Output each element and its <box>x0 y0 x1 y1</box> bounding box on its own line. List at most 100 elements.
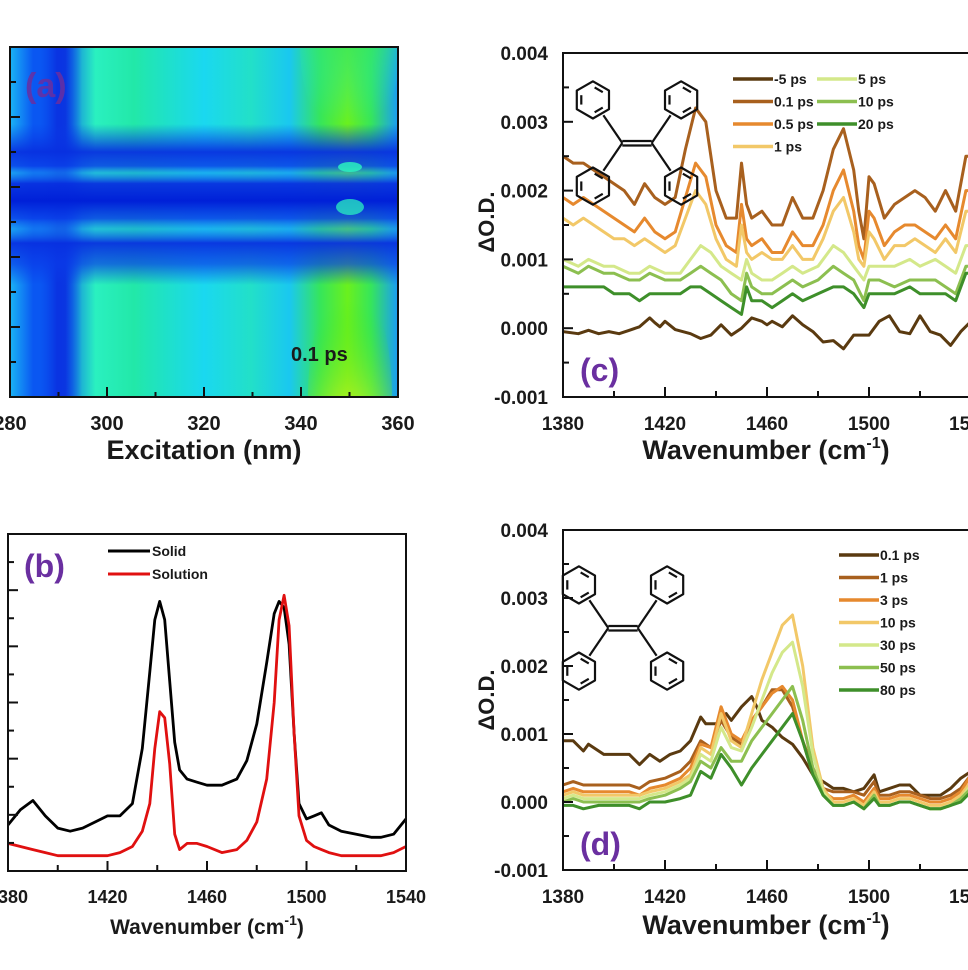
double-bond <box>580 657 590 665</box>
double-bond <box>682 192 692 200</box>
x-tick-label: 1500 <box>848 414 890 435</box>
legend-label: 80 ps <box>880 682 916 698</box>
y-tick-label: 0.000 <box>500 319 548 340</box>
x-tick-label: 1460 <box>187 887 227 907</box>
legend-label: 0.1 ps <box>880 547 920 563</box>
series-line-1ps <box>563 189 968 268</box>
y-tick-label: -0.001 <box>494 861 548 882</box>
series-line-solution <box>8 593 406 858</box>
benzene-ring <box>561 651 597 691</box>
y-tick-label: 0.002 <box>500 182 548 203</box>
double-bond <box>580 677 590 685</box>
x-tick-label: 320 <box>187 413 220 435</box>
double-bond <box>580 591 590 599</box>
heatmap-horizontal-dark-bands <box>10 47 398 397</box>
single-bond <box>636 599 658 629</box>
legend-label: 0.5 ps <box>774 116 814 132</box>
panel-c-xlabel: Wavenumber (cm-1) <box>642 435 889 465</box>
panel-d-ticks: -0.001 0.000 0.001 0.002 0.003 0.004 1380 1420 1… <box>494 521 968 908</box>
double-bond <box>682 86 692 94</box>
legend-label: 5 ps <box>858 71 886 87</box>
legend-label: -5 ps <box>774 71 807 87</box>
legend-label: 3 ps <box>880 592 908 608</box>
panel-c-label: (c) <box>580 352 619 388</box>
panel-d: -0.001 0.000 0.001 0.002 0.003 0.004 1380 1420 1… <box>474 521 968 940</box>
series-line-10ps <box>563 613 968 807</box>
benzene-ring <box>649 565 685 605</box>
legend-label-solid: Solid <box>152 543 186 559</box>
legend-label: 30 ps <box>880 637 916 653</box>
panel-c-legend: -5 ps 0.1 ps 0.5 ps 1 ps 5 ps 10 ps 20 ps <box>733 71 894 155</box>
benzene-ring <box>663 80 699 120</box>
x-tick-label: 1420 <box>87 887 127 907</box>
double-bond <box>594 86 604 94</box>
x-tick-label: 1380 <box>542 414 584 435</box>
single-bond <box>602 114 624 144</box>
single-bond <box>602 142 624 172</box>
y-tick-label: 0.002 <box>500 657 548 678</box>
panel-c-ylabel: ΔO.D. <box>474 191 499 252</box>
panel-b-xlabel: Wavenumber (cm-1) <box>110 912 304 939</box>
benzene-ring <box>561 565 597 605</box>
legend-label: 10 ps <box>858 94 894 110</box>
panel-a-ticks: 280 300 320 340 360 <box>0 81 415 435</box>
x-tick-label: 1500 <box>286 887 326 907</box>
x-tick-label: 300 <box>90 413 123 435</box>
panel-d-label: (d) <box>580 826 621 862</box>
legend-label: 50 ps <box>880 660 916 676</box>
x-tick-label: 1500 <box>848 887 890 908</box>
x-tick-label: 340 <box>284 413 317 435</box>
double-bond <box>668 571 678 579</box>
double-bond <box>594 172 604 180</box>
x-tick-label: 1540 <box>386 887 426 907</box>
double-bond <box>668 677 678 685</box>
single-bond <box>650 114 672 144</box>
panel-a-label: (a) <box>25 67 67 105</box>
y-tick-label: -0.001 <box>494 388 548 409</box>
legend-label: 20 ps <box>858 116 894 132</box>
x-tick-label: 1380 <box>0 887 28 907</box>
single-bond <box>636 627 658 657</box>
legend-label: 0.1 ps <box>774 94 814 110</box>
panel-c-ticks: -0.001 0.000 0.001 0.002 0.003 0.004 1380 1420 1… <box>494 44 968 435</box>
single-bond <box>588 627 610 657</box>
panel-b-legend: Solid Solution <box>108 543 208 582</box>
single-bond <box>650 142 672 172</box>
double-bond <box>594 192 604 200</box>
panel-b-label: (b) <box>24 548 65 584</box>
benzene-ring <box>575 80 611 120</box>
double-bond <box>682 106 692 114</box>
series-line-solid <box>8 600 406 839</box>
legend-label-solution: Solution <box>152 566 208 582</box>
tetraphenylethylene-structure-icon <box>575 80 699 206</box>
benzene-ring <box>649 651 685 691</box>
x-tick-label: 1460 <box>746 414 788 435</box>
benzene-ring <box>575 166 611 206</box>
panel-a: 280 300 320 340 360 (a) 0.1 ps Excitation (n… <box>0 46 415 465</box>
y-tick-label: 0.001 <box>500 250 548 271</box>
x-tick-label: 1380 <box>542 887 584 908</box>
series-line-80ps <box>563 712 968 811</box>
y-tick-label: 0.001 <box>500 725 548 746</box>
y-tick-label: 0.004 <box>500 521 548 542</box>
panel-b-ticks: 1380 1420 1460 1500 1540 <box>0 561 426 907</box>
panel-b-frame <box>7 533 407 872</box>
double-bond <box>668 657 678 665</box>
x-tick-label: 1460 <box>746 887 788 908</box>
double-bond <box>682 172 692 180</box>
y-tick-label: 0.003 <box>500 113 548 134</box>
panel-a-annotation: 0.1 ps <box>291 344 348 366</box>
panel-d-plot-area <box>563 613 968 811</box>
heatmap-node-1 <box>338 162 362 172</box>
panel-d-ylabel: ΔO.D. <box>474 669 499 730</box>
panel-b-plot-area <box>8 593 406 858</box>
x-tick-label: 360 <box>381 413 414 435</box>
series-line--5ps <box>563 314 968 351</box>
series-line-5ps <box>563 244 968 282</box>
x-tick-label: 15 <box>949 887 968 908</box>
series-line-0p5ps <box>563 161 968 261</box>
double-bond <box>668 591 678 599</box>
panel-d-xlabel: Wavenumber (cm-1) <box>642 910 889 940</box>
heatmap-image <box>10 47 398 397</box>
